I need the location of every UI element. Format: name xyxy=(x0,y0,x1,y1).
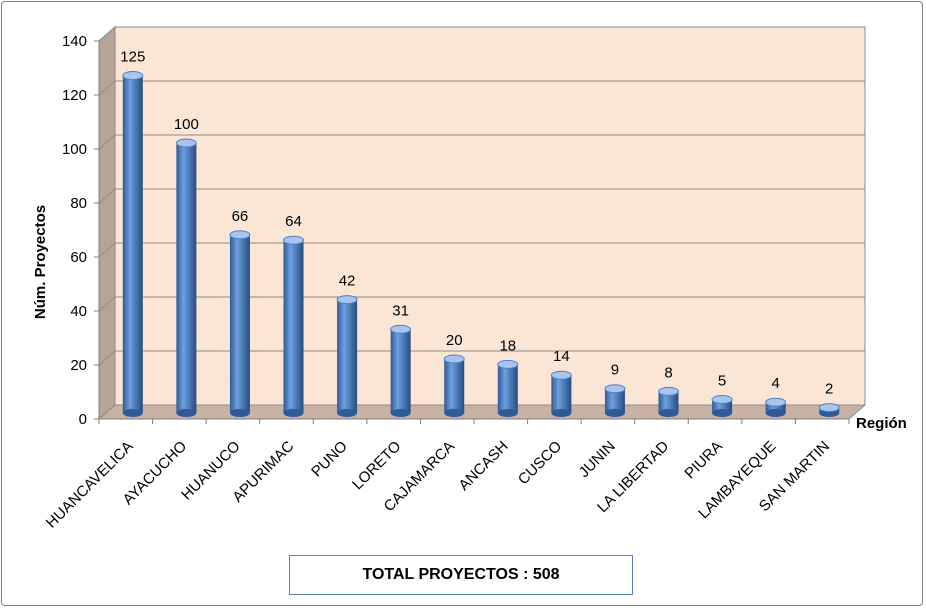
bar-bottom xyxy=(712,409,733,417)
bar xyxy=(443,354,465,417)
x-tick-label: PIURA xyxy=(681,438,725,482)
bar xyxy=(175,138,197,417)
gridline xyxy=(98,188,865,204)
bar-body xyxy=(497,364,518,413)
data-label: 66 xyxy=(232,208,249,225)
bar-bottom xyxy=(122,409,143,417)
bar-top xyxy=(390,324,412,334)
x-tick-label: ANCASH xyxy=(455,438,511,494)
bar-bottom xyxy=(765,409,786,417)
bar xyxy=(336,295,358,417)
data-label: 4 xyxy=(771,375,779,392)
gridline xyxy=(98,296,865,312)
bar-bottom xyxy=(176,409,197,417)
bar-body xyxy=(337,299,358,413)
bar-top xyxy=(175,138,197,148)
data-label: 125 xyxy=(120,49,145,66)
y-tick-label: 100 xyxy=(62,141,87,158)
bar-body xyxy=(658,391,679,413)
bar-top xyxy=(497,359,519,369)
y-axis-title: Núm. Proyectos xyxy=(32,205,49,319)
data-label: 100 xyxy=(174,116,199,133)
data-label: 31 xyxy=(392,302,409,319)
bar-bottom xyxy=(390,409,411,417)
bar xyxy=(550,370,572,417)
data-label: 8 xyxy=(664,364,672,381)
x-tick-label: HUANCAVELICA xyxy=(43,438,137,532)
y-tick-label: 140 xyxy=(62,33,87,50)
bar-bottom xyxy=(497,409,518,417)
bar-body xyxy=(229,234,250,413)
floor xyxy=(97,404,867,420)
data-label: 14 xyxy=(553,348,570,365)
y-tick-label: 0 xyxy=(79,411,87,428)
gridline xyxy=(98,80,865,96)
bar-top xyxy=(122,71,144,80)
bar-bottom xyxy=(658,409,679,417)
bar xyxy=(711,395,733,417)
side-wall xyxy=(98,25,116,421)
bar-top xyxy=(604,384,626,394)
y-tick-label: 20 xyxy=(70,357,87,374)
bar-body xyxy=(122,75,143,413)
bar-bottom xyxy=(337,409,358,417)
data-label: 42 xyxy=(339,273,356,290)
bar-top xyxy=(658,386,679,396)
y-tick-label: 80 xyxy=(70,195,87,212)
bar-top xyxy=(229,230,251,240)
bar-bottom xyxy=(283,409,304,417)
bar xyxy=(765,397,787,417)
y-tick-label: 120 xyxy=(62,87,87,104)
bar-top xyxy=(711,395,733,404)
bar-top xyxy=(818,403,840,413)
x-tick-label: CUSCO xyxy=(515,438,565,488)
x-axis-title: Región xyxy=(856,415,907,432)
x-tick-label: LORETO xyxy=(349,438,404,493)
y-tick-label: 40 xyxy=(70,303,87,320)
bar-top xyxy=(336,295,358,305)
bar xyxy=(283,235,304,417)
bar-body xyxy=(176,143,197,413)
bar-body xyxy=(765,402,786,413)
data-label: 2 xyxy=(825,381,833,398)
bar-body xyxy=(283,240,304,413)
bar-top xyxy=(550,370,572,380)
bar-bottom xyxy=(604,409,625,417)
bar-body xyxy=(444,359,465,413)
y-tick-label: 60 xyxy=(70,249,87,266)
data-label: 18 xyxy=(499,337,516,354)
bar xyxy=(818,403,840,417)
total-projects-box: TOTAL PROYECTOS : 508 xyxy=(289,555,633,595)
data-label: 5 xyxy=(718,373,726,390)
bar xyxy=(122,71,144,417)
bar xyxy=(229,230,251,417)
bar-bottom xyxy=(229,409,250,417)
bar-body xyxy=(604,388,625,413)
gridline xyxy=(98,134,865,150)
bar-bottom xyxy=(551,409,572,417)
bar xyxy=(497,359,519,417)
gridline xyxy=(98,26,865,42)
data-label: 20 xyxy=(446,332,463,349)
gridline xyxy=(98,242,865,258)
gridline xyxy=(98,350,865,366)
bar-bottom xyxy=(444,409,465,417)
bar xyxy=(604,384,626,417)
x-tick-label: JUNIN xyxy=(576,438,619,481)
bar-body xyxy=(390,329,411,413)
data-label: 9 xyxy=(611,362,619,379)
bar xyxy=(658,386,679,417)
back-wall xyxy=(114,26,866,406)
bar-body xyxy=(551,375,572,413)
total-projects-label: TOTAL PROYECTOS : 508 xyxy=(362,566,560,583)
bar-top xyxy=(443,354,465,364)
bar-top xyxy=(283,235,304,245)
bar xyxy=(390,324,412,417)
data-label: 64 xyxy=(285,213,302,230)
bar-top xyxy=(765,397,787,407)
x-tick-label: PUNO xyxy=(308,438,351,481)
